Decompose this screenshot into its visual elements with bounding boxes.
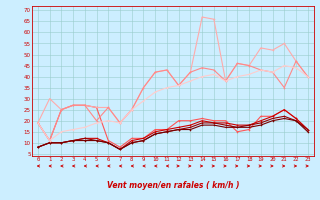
Text: Vent moyen/en rafales ( km/h ): Vent moyen/en rafales ( km/h ) — [107, 182, 239, 190]
